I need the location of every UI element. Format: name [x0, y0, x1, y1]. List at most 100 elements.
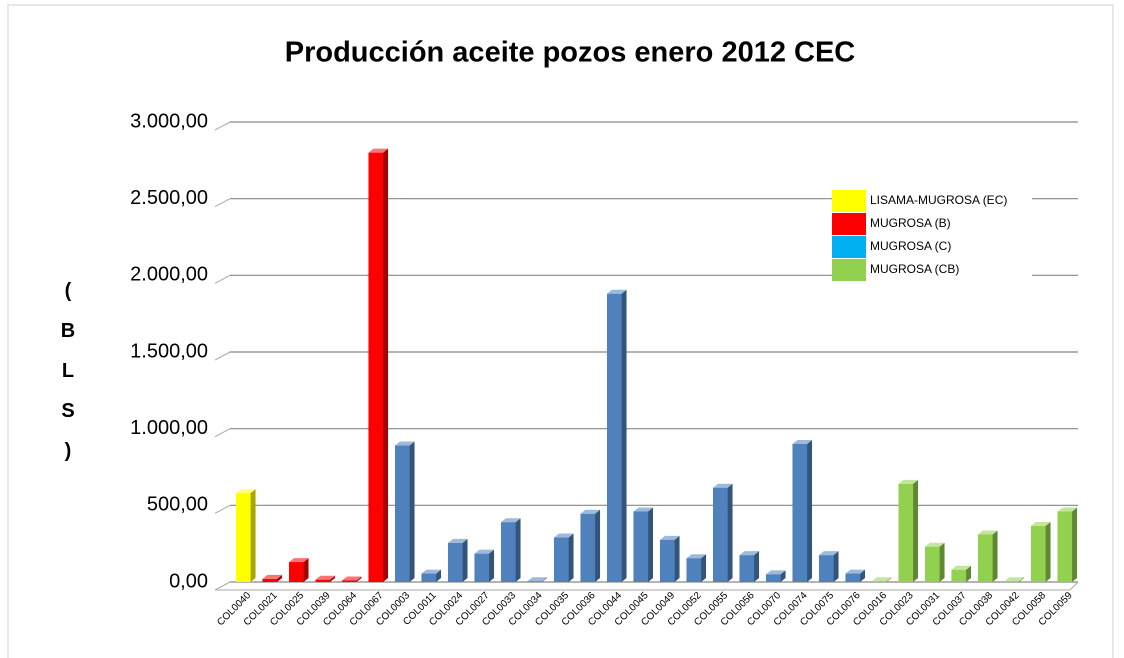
bar-top	[1030, 522, 1051, 527]
bar-side	[330, 575, 336, 582]
legend-swatch	[832, 190, 866, 212]
bar	[1030, 522, 1051, 582]
bar	[739, 551, 760, 582]
bar	[818, 551, 839, 582]
bar-front	[341, 580, 357, 582]
bar-top	[474, 549, 495, 554]
bar	[712, 483, 733, 582]
bar-front	[977, 534, 993, 582]
bar-front	[447, 542, 463, 582]
y-tick-label: 1.500,00	[130, 340, 208, 362]
y-tick-label: 500,00	[147, 494, 208, 516]
bar	[1057, 507, 1078, 582]
bar-front	[235, 493, 251, 582]
y-tick-label: 2.500,00	[130, 187, 208, 209]
bar-top	[845, 569, 866, 574]
bar-side	[1019, 577, 1025, 582]
bar-side	[1045, 522, 1051, 582]
bar-front	[368, 152, 384, 582]
bar-side	[595, 509, 601, 582]
bar-top	[765, 570, 786, 575]
bar-front	[500, 522, 516, 582]
frame	[7, 4, 1114, 658]
bar-front	[527, 581, 543, 582]
bar	[580, 509, 601, 582]
bar	[315, 575, 336, 582]
bar-front	[262, 578, 278, 582]
bar	[447, 538, 468, 582]
bar-side	[913, 479, 919, 582]
bar-front	[951, 569, 967, 582]
bar-front	[686, 558, 702, 582]
bar	[871, 577, 892, 582]
bar-side	[489, 549, 495, 582]
bar-side	[674, 535, 680, 582]
bar	[368, 148, 389, 582]
bar-top	[262, 574, 283, 579]
grid-wall	[214, 351, 231, 361]
bar-front	[394, 445, 410, 582]
bar-front	[871, 581, 887, 582]
bar-top	[1004, 577, 1025, 582]
bar-top	[421, 569, 442, 574]
bar-top	[898, 479, 919, 484]
bar-top	[341, 576, 362, 581]
bar-side	[303, 558, 309, 582]
bar-front	[845, 573, 861, 582]
bar-front	[580, 513, 596, 582]
grid-wall	[214, 581, 231, 591]
chart-title: Producción aceite pozos enero 2012 CEC	[285, 37, 856, 69]
bar-top	[553, 533, 574, 538]
bar-front	[792, 444, 808, 582]
bar	[845, 569, 866, 582]
y-tick-label: 1.000,00	[130, 417, 208, 439]
bar-side	[648, 507, 654, 582]
legend-label: MUGROSA (B)	[870, 216, 951, 230]
bar-top	[500, 518, 521, 523]
bar-top	[368, 148, 389, 153]
bar-side	[780, 570, 786, 582]
bar-front	[315, 579, 331, 582]
bar-front	[924, 546, 940, 582]
bar-top	[712, 483, 733, 488]
y-axis-label: (BLS)	[57, 280, 79, 480]
bar	[951, 565, 972, 582]
bar	[977, 530, 998, 582]
bar-side	[701, 554, 707, 582]
bar	[924, 542, 945, 582]
bar-top	[315, 575, 336, 580]
bar-side	[727, 483, 733, 582]
bar	[500, 518, 521, 582]
bar-front	[659, 539, 675, 582]
bar-top	[235, 489, 256, 494]
bar-top	[871, 577, 892, 582]
bar-front	[421, 573, 437, 582]
bar-top	[739, 551, 760, 556]
bar-top	[288, 558, 309, 563]
bar-top	[394, 441, 415, 446]
grid-wall	[214, 274, 231, 284]
bar-front	[633, 511, 649, 582]
bar-side	[621, 289, 627, 582]
bar-front	[474, 553, 490, 582]
bar-front	[1030, 526, 1046, 582]
floor-edge	[1069, 581, 1079, 591]
bar-side	[860, 569, 866, 582]
grid-wall	[214, 504, 231, 514]
bar-top	[818, 551, 839, 556]
bar-side	[409, 441, 415, 582]
bar-top	[633, 507, 654, 512]
bar-side	[383, 148, 389, 582]
bar-top	[792, 440, 813, 444]
bar-top	[977, 530, 998, 535]
bar	[1004, 577, 1025, 582]
bar-side	[833, 551, 839, 582]
legend-swatch	[832, 236, 866, 258]
bar	[262, 574, 283, 582]
legend-swatch	[832, 213, 866, 235]
bar-top	[606, 289, 627, 294]
bar-front	[765, 574, 781, 582]
bar	[235, 489, 256, 582]
